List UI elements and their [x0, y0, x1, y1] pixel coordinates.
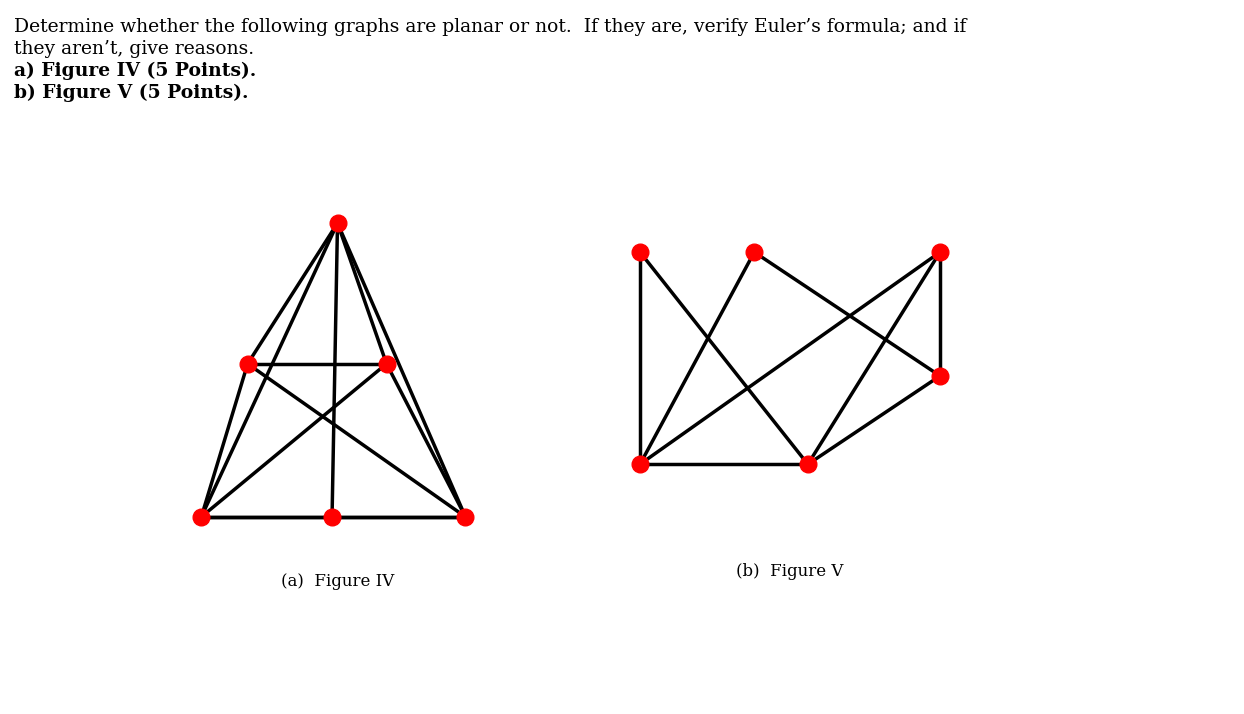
- Text: b) Figure V (5 Points).: b) Figure V (5 Points).: [14, 84, 249, 102]
- Text: a) Figure IV (5 Points).: a) Figure IV (5 Points).: [14, 62, 256, 80]
- Text: (a)  Figure IV: (a) Figure IV: [281, 573, 394, 590]
- Text: Determine whether the following graphs are planar or not.  If they are, verify E: Determine whether the following graphs a…: [14, 18, 967, 36]
- Text: (b)  Figure V: (b) Figure V: [736, 563, 843, 580]
- Text: they aren’t, give reasons.: they aren’t, give reasons.: [14, 40, 254, 58]
